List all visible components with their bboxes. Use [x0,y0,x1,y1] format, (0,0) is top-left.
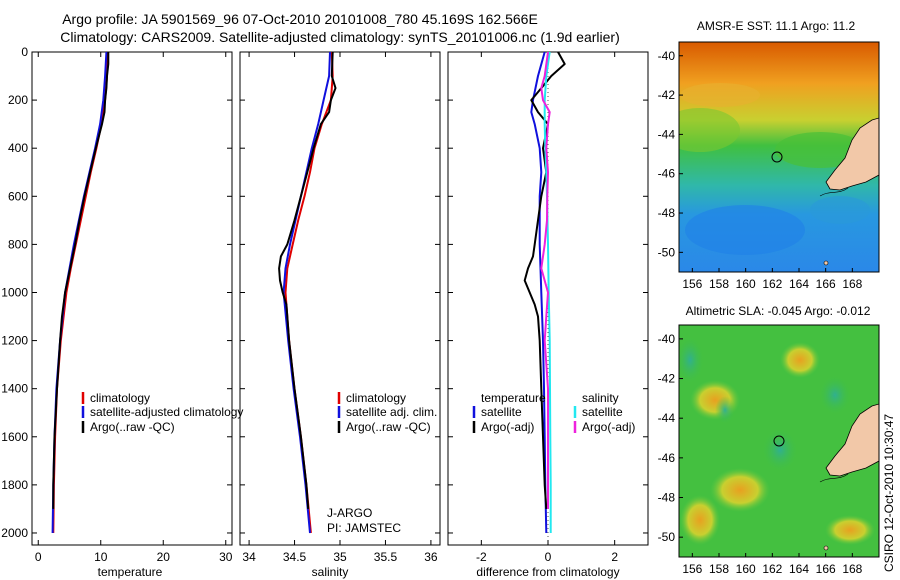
legend-climatology: climatology [90,391,150,405]
ytick-label: 1200 [1,334,28,348]
map-lon-label: 156 [682,562,702,576]
xtick-label: 2 [611,550,618,564]
xtick-label: 35.5 [374,550,398,564]
temperature-plot: 0 10 20 30 0 200 400 600 800 1000 1200 1400 1600 1800… [1,45,232,564]
series-line-salinity-argo-adj- [540,51,551,509]
xtick-label: 10 [94,550,108,564]
xtick-label: 30 [219,550,233,564]
legend-diff-temp-argo: Argo(-adj) [481,420,534,434]
xtick-label: 0 [545,550,552,564]
map-lon-label: 166 [816,562,836,576]
salinity-axes [239,51,441,546]
float-program-label: J-ARGO [327,506,372,520]
map-lat-label: -40 [658,49,676,63]
difference-plot: -2 0 2 [448,51,648,564]
sla-map-title: Altimetric SLA: -0.045 Argo: -0.012 [686,304,871,318]
temperature-axes [31,51,233,546]
map-lon-label: 168 [842,562,862,576]
salinity-legend: climatology satellite adj. clim. Argo(..… [327,391,437,535]
ytick-label: 800 [8,237,28,251]
map-lat-label: -42 [658,88,676,102]
map-lat-label: -50 [658,530,676,544]
xtick-label: 35 [333,550,347,564]
legend-sal-argo: Argo(..raw -QC) [346,420,431,434]
map-lat-label: -48 [658,491,676,505]
difference-legend: temperature satellite Argo(-adj) salinit… [472,391,635,434]
sst-float-marker [771,151,783,163]
ytick-label: 0 [21,45,28,59]
map-lon-label: 160 [736,562,756,576]
legend-diff-temp-satellite: satellite [481,405,522,419]
map-lat-label: -50 [658,245,676,259]
ytick-label: 1600 [1,430,28,444]
side-timestamp-label: CSIRO 12-Oct-2010 10:30:47 [882,414,896,572]
map-lon-label: 162 [762,277,782,291]
sst-map-ticks: 156 158 160 162 164 166 168 -40 -42 -44 -46 -48 -50 [658,49,863,291]
map-lon-label: 166 [816,277,836,291]
legend-diff-sal-satellite: satellite [582,405,623,419]
legend-diff-temperature-heading: temperature [481,391,546,405]
map-lon-label: 160 [736,277,756,291]
legend-satellite: satellite-adjusted climatology [90,405,243,419]
series-line-argo-raw-qc- [52,52,110,509]
ytick-label: 1400 [1,382,28,396]
map-lat-label: -40 [658,332,676,346]
map-lon-label: 158 [709,562,729,576]
legend-argo: Argo(..raw -QC) [90,420,175,434]
sla-map-frame [678,324,880,558]
figure-title-line1: Argo profile: JA 5901569_96 07-Oct-2010 … [62,11,538,27]
sla-map-ticks: 156 158 160 162 164 166 168 -40 -42 -44 -46 -48 -50 [658,332,863,576]
xtick-label: 34.5 [283,550,307,564]
figure-title-line2: Climatology: CARS2009. Satellite-adjuste… [60,29,620,45]
xtick-label: 36 [424,550,438,564]
legend-sal-climatology: climatology [346,391,406,405]
ytick-label: 1800 [1,478,28,492]
map-lat-label: -42 [658,372,676,386]
map-lat-label: -46 [658,451,676,465]
ytick-label: 200 [8,93,28,107]
sst-map-frame [678,41,880,273]
map-lon-label: 164 [789,277,809,291]
map-lon-label: 168 [842,277,862,291]
map-lat-label: -48 [658,206,676,220]
series-line-temperature-argo-adj- [523,51,566,509]
map-lon-label: 156 [682,277,702,291]
xtick-label: 20 [157,550,171,564]
ytick-label: 600 [8,189,28,203]
map-lat-label: -44 [658,127,676,141]
temperature-legend: climatology satellite-adjusted climatolo… [81,391,243,434]
sla-float-marker [773,435,785,447]
ytick-label: 400 [8,141,28,155]
legend-sal-satellite: satellite adj. clim. [346,405,437,419]
map-lon-label: 158 [709,277,729,291]
map-lon-label: 162 [762,562,782,576]
xtick-label: 34 [242,550,256,564]
difference-xlabel: difference from climatology [476,565,619,579]
xtick-label: -2 [476,550,487,564]
legend-diff-salinity-heading: salinity [582,391,619,405]
map-lon-label: 164 [789,562,809,576]
temperature-xlabel: temperature [98,565,163,579]
legend-diff-sal-argo: Argo(-adj) [582,420,635,434]
sst-map-image [679,42,879,272]
xtick-label: 0 [35,550,42,564]
salinity-xlabel: salinity [312,565,349,579]
ytick-label: 2000 [1,526,28,540]
ytick-label: 1000 [1,285,28,299]
series-line-argo-raw-qc- [278,51,337,509]
float-pi-label: PI: JAMSTEC [327,521,401,535]
map-lat-label: -46 [658,167,676,181]
map-lat-label: -44 [658,411,676,425]
sst-map-title: AMSR-E SST: 11.1 Argo: 11.2 [697,19,856,33]
sla-map-image [679,325,879,557]
salinity-plot: 34 34.5 35 35.5 36 [240,51,440,564]
